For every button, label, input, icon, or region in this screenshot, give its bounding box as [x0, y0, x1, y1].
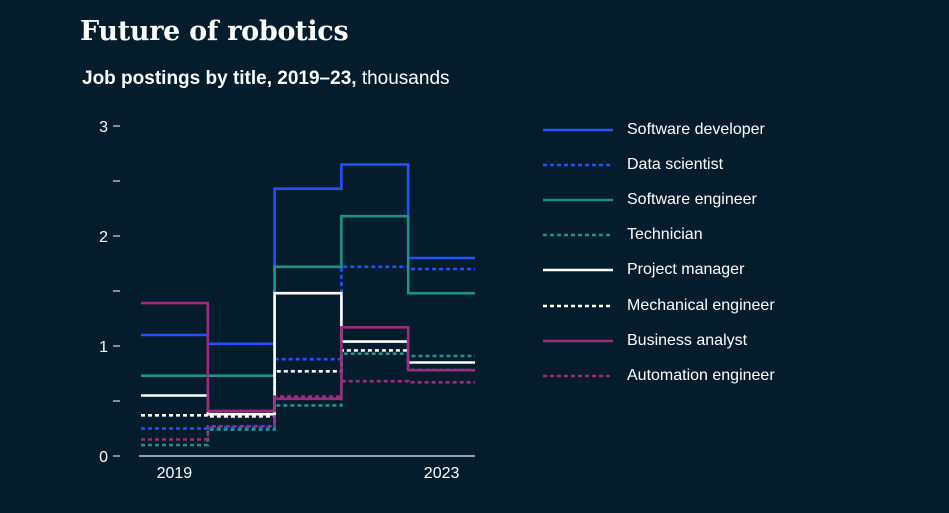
chart-subtitle: Job postings by title, 2019–23, thousand… — [82, 68, 450, 90]
legend-item: Software engineer — [543, 182, 843, 217]
y-tick-label: 1 — [99, 339, 108, 356]
legend-swatch — [543, 374, 613, 378]
legend-item: Mechanical engineer — [543, 288, 843, 323]
series-line-software-engineer — [141, 214, 475, 377]
legend-label: Automation engineer — [627, 366, 775, 384]
legend-swatch — [543, 304, 613, 307]
x-tick-label: 2023 — [424, 465, 460, 482]
subtitle-unit: thousands — [361, 68, 450, 89]
legend-item: Software developer — [543, 112, 843, 147]
legend-item: Automation engineer — [543, 358, 843, 393]
series-line-project-manager — [141, 291, 475, 416]
series-line-automation-engineer — [141, 379, 475, 441]
legend-swatch — [543, 233, 613, 237]
legend-label: Software developer — [627, 120, 765, 138]
legend-label: Data scientist — [627, 155, 724, 173]
legend-swatch — [543, 198, 613, 202]
legend-label: Project manager — [627, 261, 745, 279]
legend-item: Business analyst — [543, 323, 843, 358]
legend-swatch — [543, 163, 613, 167]
legend-item: Project manager — [543, 253, 843, 288]
legend: Software developer Data scientist Software… — [543, 112, 843, 394]
legend-swatch — [543, 339, 613, 343]
chart-title: Future of robotics — [80, 16, 349, 47]
legend-label: Software engineer — [627, 190, 757, 208]
legend-item: Technician — [543, 218, 843, 253]
x-tick-label: 2019 — [157, 465, 193, 482]
y-tick-label: 2 — [99, 229, 108, 246]
legend-label: Mechanical engineer — [627, 296, 775, 314]
series-line-business-analyst — [141, 301, 475, 413]
step-chart: 0 1 2 3 2019 2023 — [99, 119, 475, 482]
legend-swatch — [543, 128, 613, 131]
legend-swatch — [543, 269, 613, 272]
legend-item: Data scientist — [543, 147, 843, 182]
legend-label: Technician — [627, 226, 703, 244]
legend-label: Business analyst — [627, 331, 748, 349]
series-line-software-developer — [141, 163, 475, 346]
y-tick-label: 0 — [99, 449, 108, 466]
y-tick-label: 3 — [99, 119, 108, 136]
subtitle-main: Job postings by title, 2019–23, — [82, 68, 357, 89]
